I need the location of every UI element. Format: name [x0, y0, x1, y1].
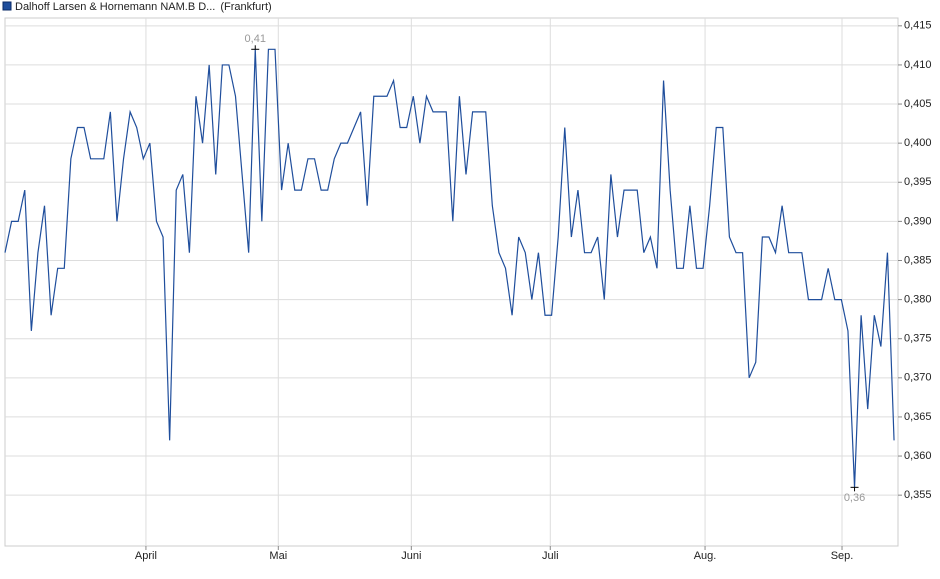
x-tick-label: Aug. [694, 550, 717, 562]
legend-swatch [2, 1, 12, 11]
exchange-label: (Frankfurt) [220, 1, 271, 13]
y-tick-label: 0,405 [904, 98, 932, 110]
y-tick-label: 0,380 [904, 294, 932, 306]
y-tick-label: 0,395 [904, 176, 932, 188]
x-tick-label: Juni [401, 550, 421, 562]
x-tick-label: Juli [542, 550, 559, 562]
y-tick-label: 0,370 [904, 372, 932, 384]
x-tick-label: April [135, 550, 157, 562]
y-tick-label: 0,365 [904, 411, 932, 423]
annotation-label: 0,41 [245, 33, 266, 45]
y-tick-label: 0,385 [904, 254, 932, 266]
legend-label: Dalhoff Larsen & Hornemann NAM.B D... [15, 1, 215, 13]
annotation-label: 0,36 [844, 492, 865, 504]
y-tick-label: 0,355 [904, 489, 932, 501]
y-tick-label: 0,390 [904, 215, 932, 227]
x-tick-label: Mai [269, 550, 287, 562]
y-tick-label: 0,415 [904, 20, 932, 32]
x-tick-label: Sep. [831, 550, 854, 562]
y-tick-label: 0,375 [904, 333, 932, 345]
price-line [4, 48, 895, 488]
y-tick-label: 0,410 [904, 59, 932, 71]
plot-frame [4, 17, 899, 547]
y-tick-label: 0,400 [904, 137, 932, 149]
y-tick-label: 0,360 [904, 450, 932, 462]
